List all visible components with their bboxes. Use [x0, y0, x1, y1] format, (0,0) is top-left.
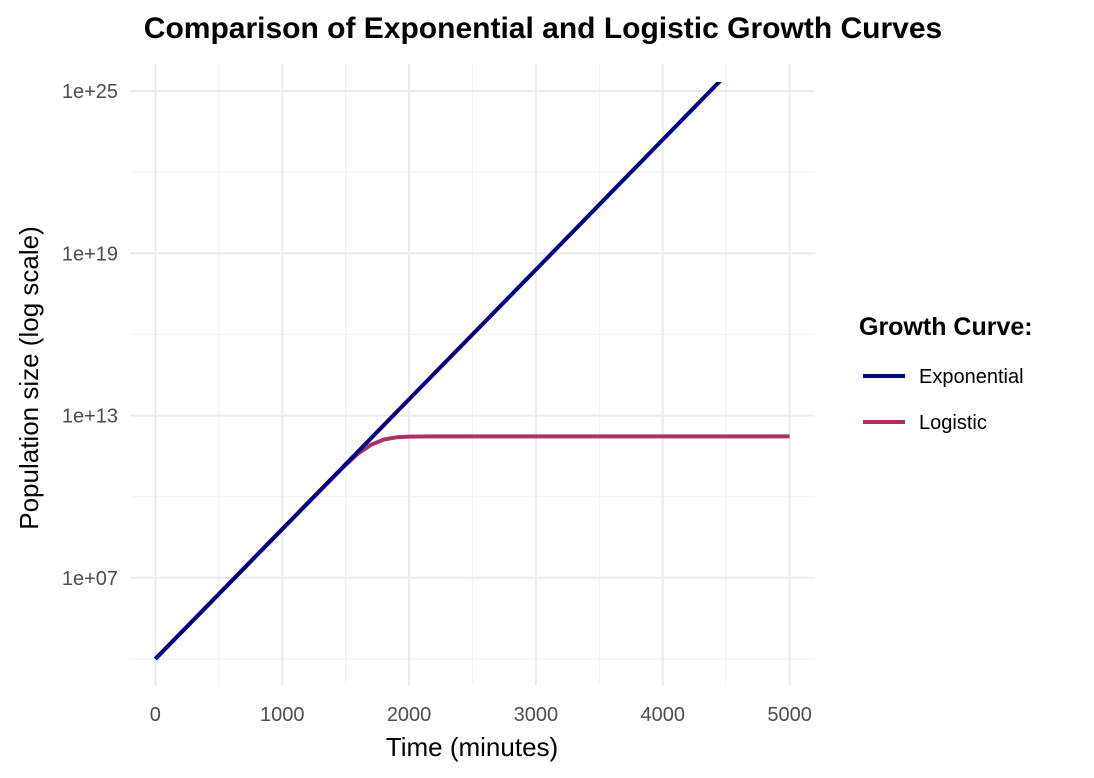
y-tick-label: 1e+25 [62, 81, 118, 103]
x-axis-ticks: 0 1000 2000 3000 4000 5000 [150, 704, 812, 726]
x-tick-label: 1000 [260, 704, 305, 726]
legend-item-logistic: Logistic [863, 412, 987, 434]
legend-label: Logistic [919, 412, 987, 434]
y-axis-title: Population size (log scale) [14, 226, 44, 530]
series-line-exponential [153, 82, 722, 661]
grid [130, 64, 815, 686]
legend-item-exponential: Exponential [863, 366, 1024, 388]
legend-label: Exponential [919, 366, 1024, 388]
series-lines [153, 82, 790, 661]
x-axis-title: Time (minutes) [386, 732, 558, 762]
y-axis-ticks: 1e+07 1e+13 1e+19 1e+25 [62, 81, 118, 590]
x-tick-label: 5000 [767, 704, 812, 726]
legend-items: Exponential Logistic [863, 366, 1024, 434]
y-tick-label: 1e+19 [62, 243, 118, 265]
legend-title: Growth Curve: [859, 313, 1033, 341]
x-tick-label: 2000 [387, 704, 432, 726]
chart-title: Comparison of Exponential and Logistic G… [144, 12, 942, 45]
x-tick-label: 3000 [514, 704, 559, 726]
y-tick-label: 1e+13 [62, 406, 118, 428]
legend: Growth Curve: Exponential Logistic [859, 313, 1033, 434]
x-tick-label: 4000 [641, 704, 686, 726]
x-tick-label: 0 [150, 704, 161, 726]
y-tick-label: 1e+07 [62, 568, 118, 590]
